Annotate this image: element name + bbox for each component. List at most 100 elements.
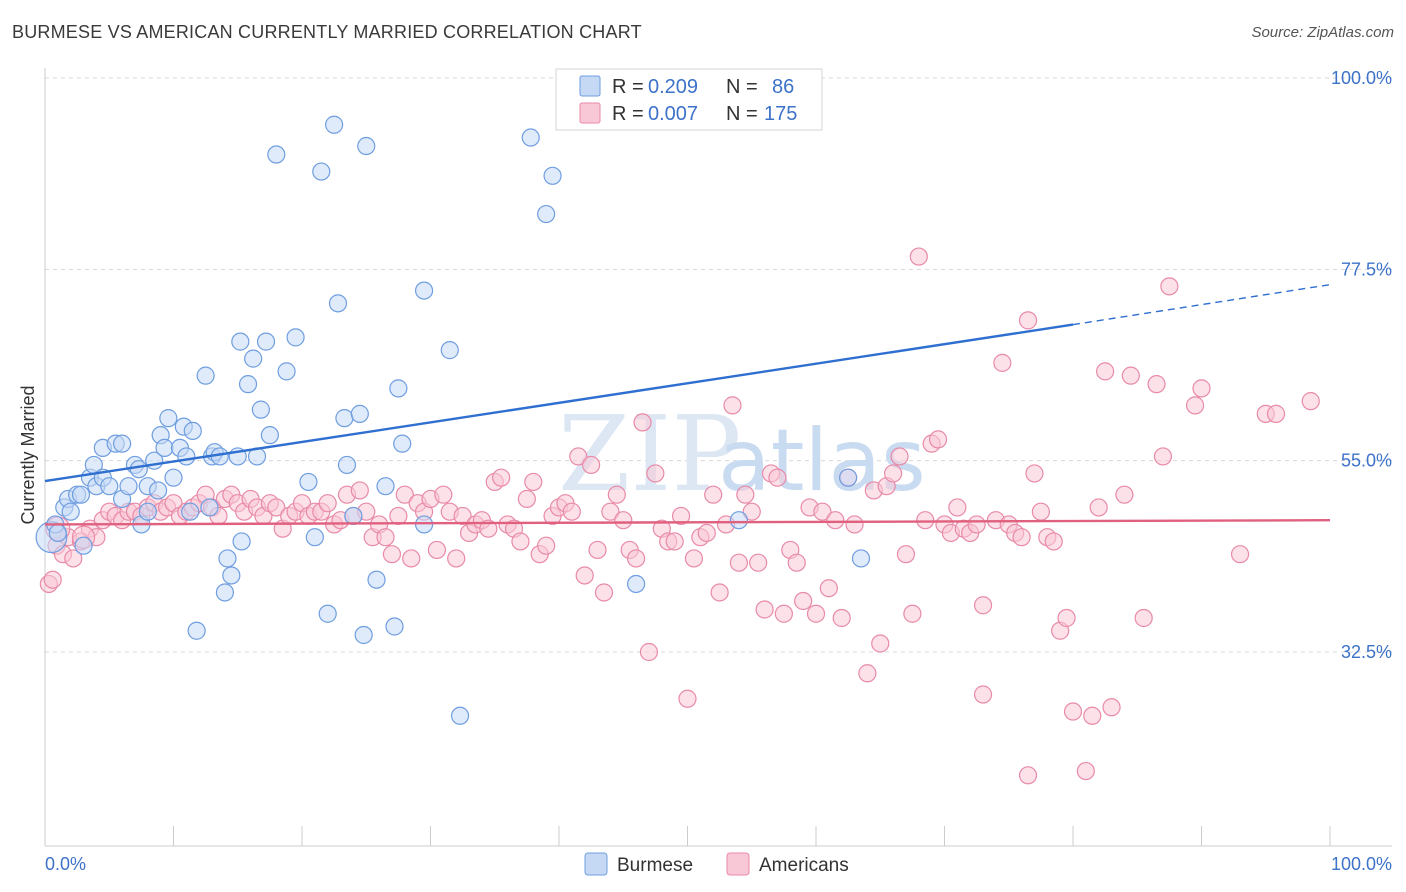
burmese-point [325,115,344,134]
burmese-point [299,472,318,492]
burmese-point [337,455,357,475]
burmese-point [148,481,168,500]
burmese-point [200,498,219,517]
americans-point [749,553,768,572]
americans-point [427,540,447,560]
americans-point [575,566,594,585]
legend-n-value: 175 [764,103,797,125]
burmese-point [385,617,404,636]
americans-point [1031,502,1050,521]
americans-point [845,515,864,534]
legend-n-label: N = [726,103,758,125]
americans-point [729,553,749,572]
burmese-point [260,426,279,445]
burmese-point [328,294,348,313]
americans-point [1185,396,1205,415]
americans-point [43,570,62,589]
y-tick-label: 77.5% [1341,259,1392,279]
burmese-trendline-extension [1072,283,1331,326]
burmese-point [521,128,540,147]
burmese-point [267,145,286,164]
americans-point [742,502,761,521]
burmese-point [543,166,562,185]
y-tick-label: 100.0% [1331,68,1392,88]
americans-point [1230,545,1250,564]
burmese-point [626,574,646,594]
americans-point [755,600,774,619]
burmese-point [277,362,296,381]
americans-point [389,506,408,526]
burmese-point [357,136,376,156]
americans-point [794,591,813,611]
burmese-point [244,349,263,368]
legend-n-value: 86 [772,76,794,98]
americans-point [524,472,543,492]
burmese-point [335,409,354,428]
americans-point [1301,392,1320,411]
americans-point [350,481,369,500]
americans-point [537,536,556,555]
americans-point [896,545,916,564]
americans-point [916,511,935,530]
burmese-point [414,281,434,300]
burmese-point [112,434,132,453]
bottom-legend-swatch-burmese [584,852,608,876]
americans-point [1018,311,1038,330]
americans-point [1192,379,1211,398]
burmese-point [305,528,324,547]
x-tick-label: 0.0% [45,854,86,874]
burmese-point [389,379,408,398]
legend-r-value: 0.007 [648,103,698,125]
correlation-legend: R = 0.209 N = 86 R = 0.007 N = 175 [555,68,823,131]
americans-series [39,247,1320,785]
x-tick-label: 100.0% [1331,854,1392,874]
americans-point [1160,277,1179,296]
americans-point [1057,608,1076,628]
americans-point [569,447,588,466]
burmese-point [138,502,157,521]
bottom-legend-burmese: Burmese [617,855,693,876]
americans-point [64,549,83,568]
y-tick-label: 55.0% [1341,451,1392,471]
burmese-point [344,506,363,526]
americans-point [806,604,826,623]
americans-point [1018,766,1038,785]
americans-point [402,549,421,568]
trendlines [44,283,1331,526]
burmese-point [286,328,305,347]
americans-point [511,532,530,551]
burmese-point [177,447,196,466]
burmese-point [183,421,202,441]
burmese-point [164,468,183,487]
americans-point [1012,528,1031,547]
americans-point [562,502,581,521]
burmese-point [729,511,749,530]
americans-point [601,502,620,521]
y-tick-labels: 100.0% 77.5% 55.0% 32.5% [1331,68,1392,662]
burmese-point [218,549,237,568]
americans-point [704,485,723,504]
americans-point [967,515,986,534]
burmese-point [215,583,234,602]
burmese-point [187,621,206,640]
americans-point [858,664,877,683]
americans-point [453,506,472,526]
burmese-trendline [44,323,1074,483]
americans-point [318,494,337,513]
burmese-point [312,162,331,181]
americans-point [1266,404,1286,423]
americans-point [890,447,909,466]
americans-point [832,608,851,628]
legend-r-value: 0.209 [648,76,698,98]
americans-point [665,532,684,551]
burmese-point [129,460,148,479]
burmese-series [35,115,871,725]
americans-point [826,511,845,530]
axes [44,68,1392,847]
americans-point [736,485,755,504]
americans-point [768,468,787,487]
burmese-point [232,532,251,551]
americans-point [787,553,806,572]
chart-source: Source: ZipAtlas.com [1251,24,1394,41]
